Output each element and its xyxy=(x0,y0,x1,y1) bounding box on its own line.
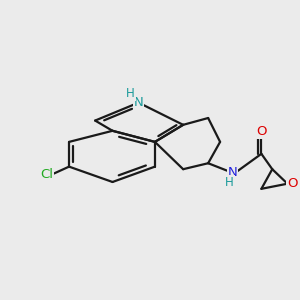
Text: H: H xyxy=(225,176,234,189)
Text: O: O xyxy=(287,177,298,190)
Text: H: H xyxy=(126,87,135,100)
Text: Cl: Cl xyxy=(40,168,53,181)
Text: N: N xyxy=(228,166,238,179)
Text: N: N xyxy=(134,96,143,109)
Text: O: O xyxy=(256,125,267,138)
